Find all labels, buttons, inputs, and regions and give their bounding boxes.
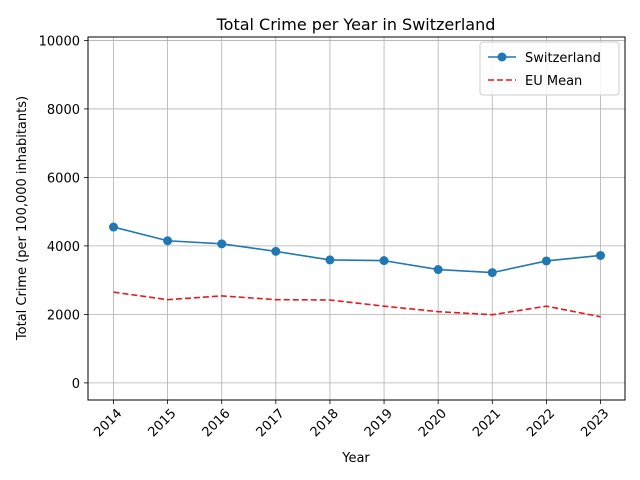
y-tick-label: 6000 [47, 171, 80, 186]
series-line-eu-mean [113, 291, 601, 318]
legend-label-switzerland: Switzerland [525, 51, 601, 66]
data-point [596, 250, 605, 260]
y-tick-label: 8000 [47, 103, 80, 118]
data-point [217, 239, 227, 249]
series-line-switzerland [113, 226, 601, 274]
data-point [433, 265, 443, 275]
legend-marker-switzerland [497, 52, 507, 62]
y-axis-label: Total Crime (per 100,000 inhabitants) [15, 96, 30, 341]
grid [88, 37, 625, 400]
legend-label-eu-mean: EU Mean [525, 74, 582, 89]
data-point [271, 246, 281, 256]
data-point [163, 236, 173, 246]
data-point [541, 256, 551, 266]
data-point [379, 256, 389, 266]
data-point [109, 222, 118, 232]
data-point [487, 268, 497, 278]
legend-box [479, 41, 620, 96]
plot-frame [87, 36, 626, 401]
legend: Switzerland EU Mean [479, 41, 620, 96]
y-axis: 0 2000 4000 6000 8000 10000 [39, 34, 88, 392]
y-tick-label: 10000 [39, 34, 80, 49]
y-tick-label: 2000 [47, 308, 80, 323]
chart-title: Total Crime per Year in Switzerland [216, 15, 496, 34]
y-tick-label: 4000 [47, 240, 80, 255]
y-tick-label: 0 [72, 377, 80, 392]
series-layer [109, 222, 605, 318]
x-axis-label: Year [341, 451, 370, 466]
data-point [325, 255, 335, 265]
